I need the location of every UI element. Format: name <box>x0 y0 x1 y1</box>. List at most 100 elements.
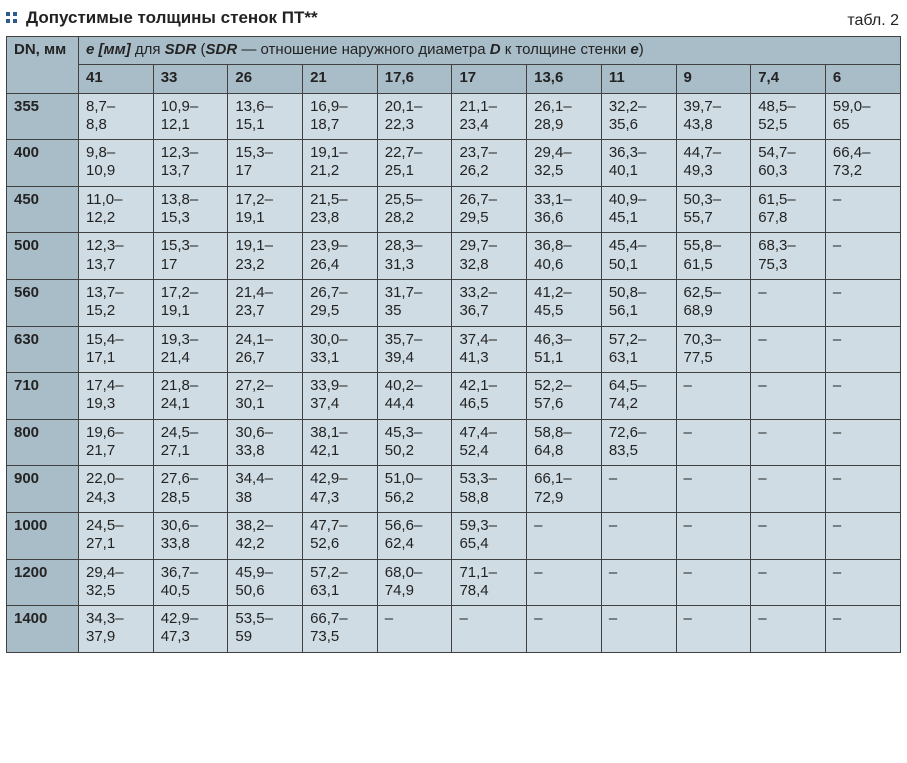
cell: – <box>825 326 900 373</box>
table-row: 90022,0–24,327,6–28,534,4–3842,9–47,351,… <box>7 466 901 513</box>
cell: 42,1–46,5 <box>452 373 527 420</box>
table-number-label: табл. 2 <box>847 12 899 30</box>
cell: 30,0–33,1 <box>303 326 378 373</box>
table-row: 3558,7–8,810,9–12,113,6–15,116,9–18,720,… <box>7 93 901 140</box>
cell: 13,8–15,3 <box>153 186 228 233</box>
table-title: Допустимые толщины стенок ПТ** <box>26 8 318 28</box>
row-dn: 630 <box>7 326 79 373</box>
cell: 15,3–17 <box>153 233 228 280</box>
cell: – <box>751 512 826 559</box>
header-sdr-col: 26 <box>228 65 303 93</box>
cell: 52,2–57,6 <box>527 373 602 420</box>
cell: 21,4–23,7 <box>228 279 303 326</box>
cell: 45,4–50,1 <box>601 233 676 280</box>
table-row: 120029,4–32,536,7–40,545,9–50,657,2–63,1… <box>7 559 901 606</box>
table-row: 80019,6–21,724,5–27,130,6–33,838,1–42,14… <box>7 419 901 466</box>
cell: 29,4–32,5 <box>79 559 154 606</box>
cell: 10,9–12,1 <box>153 93 228 140</box>
cell: 57,2–63,1 <box>601 326 676 373</box>
cell: 13,6–15,1 <box>228 93 303 140</box>
cell: – <box>527 512 602 559</box>
cell: 66,4–73,2 <box>825 140 900 187</box>
header-sdr-col: 7,4 <box>751 65 826 93</box>
table-row: 4009,8–10,912,3–13,715,3–1719,1–21,222,7… <box>7 140 901 187</box>
row-dn: 800 <box>7 419 79 466</box>
wall-thickness-table: DN, мм e [мм] для SDR (SDR — отношение н… <box>6 36 901 653</box>
cell: 53,3–58,8 <box>452 466 527 513</box>
cell: – <box>825 559 900 606</box>
cell: 41,2–45,5 <box>527 279 602 326</box>
cell: 29,7–32,8 <box>452 233 527 280</box>
cell: – <box>601 559 676 606</box>
table-row: 63015,4–17,119,3–21,424,1–26,730,0–33,13… <box>7 326 901 373</box>
cell: – <box>751 559 826 606</box>
cell: 40,9–45,1 <box>601 186 676 233</box>
cell: 13,7–15,2 <box>79 279 154 326</box>
cell: – <box>751 326 826 373</box>
row-dn: 1200 <box>7 559 79 606</box>
cell: 33,1–36,6 <box>527 186 602 233</box>
cell: – <box>601 466 676 513</box>
cell: 50,3–55,7 <box>676 186 751 233</box>
cell: 44,7–49,3 <box>676 140 751 187</box>
cell: – <box>676 419 751 466</box>
cell: 50,8–56,1 <box>601 279 676 326</box>
header-dn: DN, мм <box>7 37 79 94</box>
cell: 33,2–36,7 <box>452 279 527 326</box>
cell: 23,7–26,2 <box>452 140 527 187</box>
cell: 20,1–22,3 <box>377 93 452 140</box>
cell: – <box>527 559 602 606</box>
row-dn: 1000 <box>7 512 79 559</box>
table-row: 50012,3–13,715,3–1719,1–23,223,9–26,428,… <box>7 233 901 280</box>
cell: 40,2–44,4 <box>377 373 452 420</box>
cell: – <box>676 606 751 653</box>
cell: 33,9–37,4 <box>303 373 378 420</box>
cell: 48,5–52,5 <box>751 93 826 140</box>
cell: 38,2–42,2 <box>228 512 303 559</box>
header-sdr-col: 33 <box>153 65 228 93</box>
header-subtitle: e [мм] для SDR (SDR — отношение наружног… <box>79 37 901 65</box>
table-row: 45011,0–12,213,8–15,317,2–19,121,5–23,82… <box>7 186 901 233</box>
page: Допустимые толщины стенок ПТ** табл. 2 D… <box>0 0 907 663</box>
cell: 12,3–13,7 <box>79 233 154 280</box>
row-dn: 900 <box>7 466 79 513</box>
cell: 70,3–77,5 <box>676 326 751 373</box>
cell: 16,9–18,7 <box>303 93 378 140</box>
cell: 17,2–19,1 <box>153 279 228 326</box>
cell: – <box>751 466 826 513</box>
cell: 19,3–21,4 <box>153 326 228 373</box>
cell: 54,7–60,3 <box>751 140 826 187</box>
cell: 11,0–12,2 <box>79 186 154 233</box>
cell: 19,1–23,2 <box>228 233 303 280</box>
row-dn: 560 <box>7 279 79 326</box>
cell: 38,1–42,1 <box>303 419 378 466</box>
cell: – <box>676 559 751 606</box>
cell: 30,6–33,8 <box>228 419 303 466</box>
cell: 25,5–28,2 <box>377 186 452 233</box>
cell: 34,3–37,9 <box>79 606 154 653</box>
cell: – <box>377 606 452 653</box>
cell: 8,7–8,8 <box>79 93 154 140</box>
cell: 56,6–62,4 <box>377 512 452 559</box>
cell: 59,3–65,4 <box>452 512 527 559</box>
cell: 51,0–56,2 <box>377 466 452 513</box>
cell: 32,2–35,6 <box>601 93 676 140</box>
cell: – <box>452 606 527 653</box>
cell: – <box>676 373 751 420</box>
cell: – <box>751 419 826 466</box>
cell: 68,0–74,9 <box>377 559 452 606</box>
row-dn: 1400 <box>7 606 79 653</box>
cell: 42,9–47,3 <box>153 606 228 653</box>
table-row: 100024,5–27,130,6–33,838,2–42,247,7–52,6… <box>7 512 901 559</box>
cell: – <box>825 233 900 280</box>
cell: 55,8–61,5 <box>676 233 751 280</box>
cell: – <box>676 466 751 513</box>
cell: 34,4–38 <box>228 466 303 513</box>
cell: 37,4–41,3 <box>452 326 527 373</box>
cell: 42,9–47,3 <box>303 466 378 513</box>
cell: 45,9–50,6 <box>228 559 303 606</box>
header-sdr-col: 41 <box>79 65 154 93</box>
header-sdr-col: 17,6 <box>377 65 452 93</box>
cell: 23,9–26,4 <box>303 233 378 280</box>
header-sdr-col: 17 <box>452 65 527 93</box>
